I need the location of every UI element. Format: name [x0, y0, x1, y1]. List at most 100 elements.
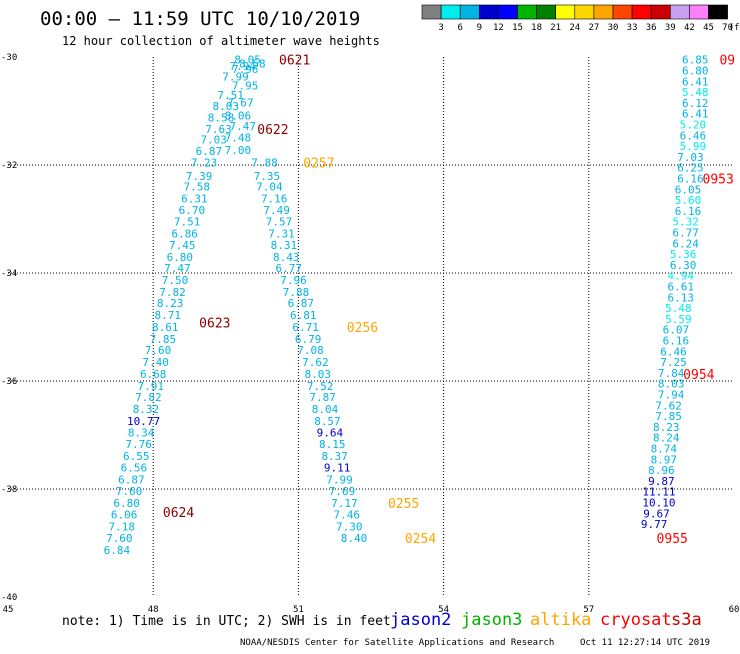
x-tick-label: 60	[729, 605, 740, 615]
swh-value-label: 6.06	[111, 508, 138, 521]
colorbar-tick-label: 12	[493, 23, 504, 33]
swh-value-label: 10.10	[642, 497, 675, 510]
x-tick-label: 51	[293, 605, 304, 615]
colorbar-tick-label: 39	[665, 23, 676, 33]
swh-value-label: 7.04	[256, 181, 283, 194]
swh-value-label: 7.35	[254, 170, 281, 183]
swh-value-label: 7.30	[336, 520, 363, 533]
swh-value-label: 8.23	[653, 421, 680, 434]
swh-value-label: 8.03	[213, 100, 240, 113]
pass-time-label: 0254	[405, 532, 436, 547]
swh-value-label: 8.96	[648, 464, 675, 477]
chart-subtitle: 12 hour collection of altimeter wave hei…	[62, 34, 380, 48]
swh-value-label: 8.97	[651, 453, 678, 466]
swh-value-label: 7.51	[174, 216, 201, 229]
swh-value-label: 7.84	[658, 367, 685, 380]
colorbar-tick-label: 33	[627, 23, 638, 33]
swh-value-label: 6.31	[181, 192, 208, 205]
swh-value-label: 6.77	[672, 227, 699, 240]
swh-value-label: 8.15	[319, 438, 346, 451]
colorbar-tick-label: 45	[703, 23, 714, 33]
swh-value-label: 7.25	[660, 356, 687, 369]
colorbar-swatch	[631, 4, 652, 20]
swh-value-label: 7.69	[329, 485, 356, 498]
swh-value-label: 8.23	[157, 297, 184, 310]
swh-value-label: 7.31	[268, 228, 295, 241]
colorbar-swatch	[421, 4, 442, 20]
axis-tick-labels: -30 -32 -34 -36 -38 -40 45 48 51 54 57 60	[1, 53, 739, 615]
swh-value-label: 8.71	[154, 309, 181, 322]
colorbar-swatch	[612, 4, 633, 20]
colorbar-tick-label: 30	[608, 23, 619, 33]
colorbar-swatch	[498, 4, 518, 20]
swh-value-label: 7.62	[302, 356, 329, 369]
swh-value-label: 6.05	[675, 183, 702, 196]
swh-value-label: 5.36	[670, 248, 697, 261]
swh-value-label: 6.07	[663, 324, 690, 337]
swh-value-label: 6.81	[290, 309, 317, 322]
swh-value-label: 8.31	[271, 239, 298, 252]
swh-value-label: 7.85	[655, 410, 682, 423]
swh-value-label: 6.80	[167, 251, 194, 264]
pass-time-label: 0256	[347, 321, 378, 336]
swh-value-label: 6.87	[196, 145, 223, 158]
swh-value-label: 6.41	[682, 108, 709, 121]
swh-value-label: 7.39	[186, 170, 213, 183]
swh-value-label: 5.48	[682, 86, 709, 99]
swh-value-label: 7.17	[331, 497, 358, 510]
swh-value-label: 8.32	[133, 403, 160, 416]
swh-value-label: 6.68	[140, 368, 167, 381]
swh-value-label: 7.96	[232, 63, 259, 76]
generated-timestamp: Oct 11 12:27:14 UTC 2019	[580, 638, 710, 648]
swh-value-label: 6.16	[677, 173, 704, 186]
swh-value-label: 9.64	[317, 426, 344, 439]
swh-value-label: 6.46	[660, 345, 687, 358]
colorbar-swatch	[689, 4, 709, 20]
swh-value-label: 7.67	[227, 96, 254, 109]
footnote: note: 1) Time is in UTC; 2) SWH is in fe…	[62, 614, 391, 629]
swh-value-label: 6.87	[288, 297, 315, 310]
swh-value-label: 7.88	[251, 156, 278, 169]
swh-value-label: 5.48	[665, 302, 692, 315]
swh-value-label: 8.24	[653, 432, 680, 445]
x-tick-label: 54	[438, 605, 449, 615]
swh-value-label: 7.03	[200, 134, 227, 147]
chart-title: 00:00 – 11:59 UTC 10/10/2019	[40, 8, 360, 30]
colorbar-tick-label: 3	[438, 23, 443, 33]
satellite-legend-entry: altika	[530, 610, 591, 630]
swh-value-label: 6.13	[668, 291, 695, 304]
swh-value-label: 7.45	[169, 239, 196, 252]
swh-value-label: 6.70	[179, 204, 206, 217]
colorbar-tick-label: 24	[569, 23, 580, 33]
pass-time-label: 09	[719, 54, 735, 69]
y-tick-label: -36	[1, 377, 17, 387]
swh-value-label: 6.24	[672, 237, 699, 250]
swh-value-label: 9.11	[324, 461, 351, 474]
swh-value-labels: 8.058.587.947.967.997.957.517.678.038.06…	[104, 54, 709, 557]
swh-value-label: 8.43	[273, 251, 300, 264]
swh-value-label: 7.87	[309, 391, 336, 404]
y-tick-label: -34	[1, 269, 17, 279]
y-tick-label: -30	[1, 53, 17, 63]
x-tick-label: 48	[148, 605, 159, 615]
swh-value-label: 8.04	[312, 403, 339, 416]
swh-value-label: 5.20	[680, 119, 707, 132]
y-tick-label: -40	[1, 593, 17, 603]
swh-value-label: 11.11	[642, 486, 675, 499]
swh-value-label: 7.94	[658, 389, 685, 402]
swh-value-label: 7.63	[205, 123, 232, 136]
swh-value-label: 8.61	[152, 321, 179, 334]
swh-value-label: 7.94	[229, 60, 256, 73]
swh-value-label: 10.77	[127, 415, 160, 428]
pass-time-label: 0621	[279, 54, 310, 69]
swh-value-label: 7.52	[307, 380, 334, 393]
swh-value-label: 7.62	[655, 399, 682, 412]
colorbar-swatch	[708, 4, 728, 20]
swh-value-label: 7.47	[229, 120, 256, 133]
swh-value-label: 7.96	[280, 274, 307, 287]
satellite-legend: jason2 jason3 altika cryosat s3a	[390, 610, 702, 630]
swh-value-label: 8.06	[225, 109, 252, 122]
swh-value-label: 7.08	[297, 344, 324, 357]
